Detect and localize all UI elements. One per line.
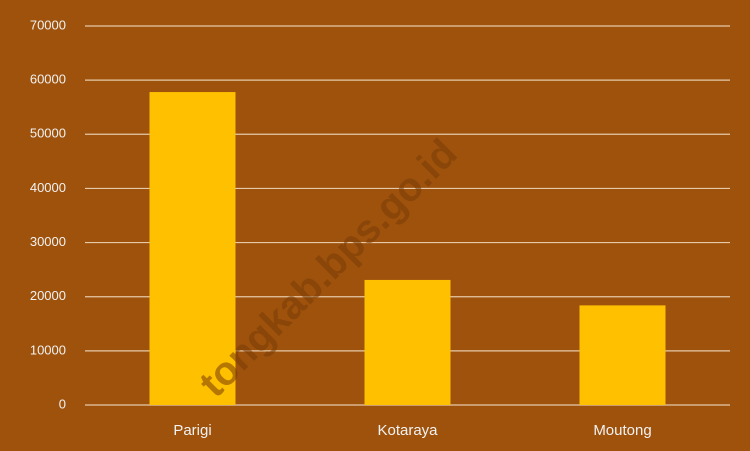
y-tick-label: 60000 xyxy=(30,72,66,87)
bar xyxy=(579,305,666,405)
y-tick-label: 10000 xyxy=(30,342,66,357)
y-tick-label: 70000 xyxy=(30,17,66,32)
bar xyxy=(364,279,451,405)
y-tick-label: 0 xyxy=(59,396,66,411)
y-tick-label: 30000 xyxy=(30,234,66,249)
x-tick-label: Kotaraya xyxy=(377,422,438,439)
grid: 0 10000 20000 30000 40000 50000 60000 70000 Pari… xyxy=(30,17,730,439)
x-tick-label: Parigi xyxy=(173,422,211,439)
y-tick-label: 50000 xyxy=(30,126,66,141)
bar xyxy=(149,92,236,405)
y-tick-label: 20000 xyxy=(30,288,66,303)
y-tick-label: 40000 xyxy=(30,180,66,195)
bars xyxy=(149,92,666,405)
x-tick-label: Moutong xyxy=(593,422,651,439)
